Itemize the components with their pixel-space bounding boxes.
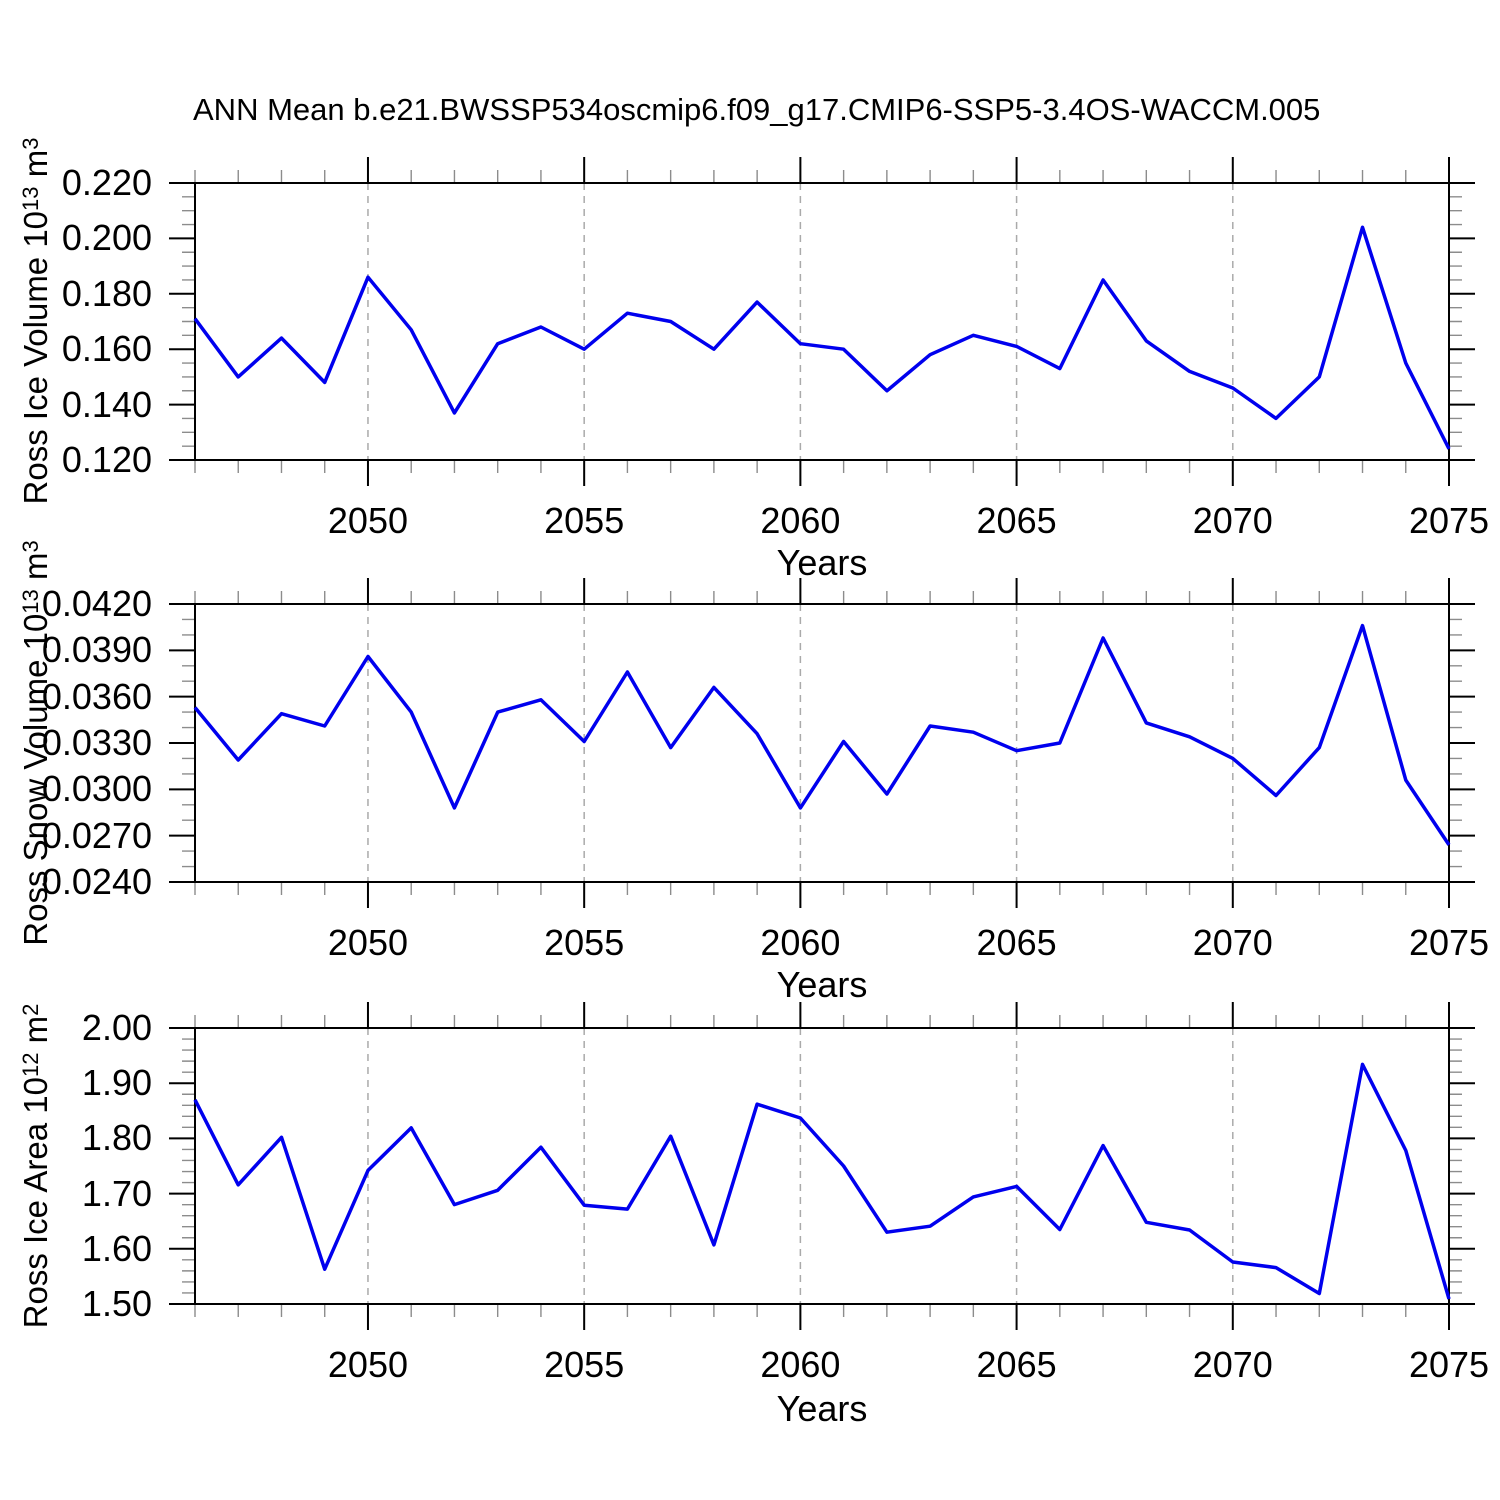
panel3-ytick-label: 1.90 [81,1062,152,1104]
panel1-major-ticks [169,157,1475,486]
panel2-xtick-label: 2065 [976,922,1057,963]
ylabel-unit-exponent: 3 [18,540,43,553]
panel2-ytick-label: 0.0240 [41,861,152,902]
panel3-ytick-label: 1.60 [81,1227,152,1269]
panel2-data-line [193,623,1451,846]
panel1-data-line [193,225,1451,450]
panel3-major-ticks [169,1002,1475,1330]
panel2-xtick-label: 2070 [1192,922,1273,963]
panel1-ytick-label: 0.220 [61,162,152,203]
panel1-frame [194,182,1450,461]
panel1-ytick-label: 0.120 [61,439,152,480]
ylabel-unit-exponent: 3 [18,137,43,150]
panel2-ytick-label: 0.0420 [41,583,152,624]
panel1-gridlines [367,183,1234,460]
panel3-ytick-label: 1.50 [81,1283,152,1324]
panel2-ytick-label: 0.0360 [41,675,152,717]
panel3-ytick-label: 1.80 [81,1117,152,1159]
panel1-xtick-label: 2050 [327,500,408,541]
chart-title: ANN Mean b.e21.BWSSP534oscmip6.f09_g17.C… [193,92,1321,127]
panel2-xtick-label: 2050 [327,922,408,963]
panel2-ytick-label: 0.0390 [41,629,152,671]
panel1-xtick-label: 2065 [976,500,1057,541]
panel3-xtick-label: 2065 [976,1344,1057,1385]
panel2-xtick-label: 2075 [1408,922,1490,963]
panel1-ytick-label: 0.180 [61,272,152,314]
y-axis-label-ice-area: Ross Ice Area 1012 m2 [17,1004,55,1329]
panel1-minor-ticks [182,170,1462,473]
panel2-xtick-label: 2060 [760,922,841,963]
x-axis-title-panel3: Years [776,1388,868,1429]
panel3-ytick-label: 1.70 [81,1172,152,1214]
panel3-xtick-label: 2075 [1408,1344,1490,1385]
x-axis-title-panel2: Years [776,964,868,1005]
panel1-xtick-label: 2060 [760,500,841,541]
panel2-ytick-label: 0.0270 [41,814,152,856]
panel3-gridlines [367,1028,1234,1304]
panel2-ytick-label: 0.0330 [41,722,152,763]
panel1-ytick-label: 0.140 [61,383,152,425]
panel2-minor-ticks [182,591,1462,895]
panel1-ytick-label: 0.160 [61,328,152,370]
panel1-xtick-label: 2055 [544,500,625,541]
x-axis-title-panel1: Years [776,542,868,583]
panel2-xtick-label: 2055 [544,922,625,963]
panel3-xtick-label: 2060 [760,1344,841,1385]
panel3-data-line [193,1062,1451,1300]
panel3-ytick-label: 2.00 [81,1007,152,1048]
panel2-ytick-label: 0.0300 [41,768,152,810]
panel1-ytick-label: 0.200 [61,217,152,259]
panel3-minor-ticks [182,1015,1462,1317]
panel2-major-ticks [169,578,1475,908]
panel2-frame [194,603,1450,883]
panel2-gridlines [367,604,1234,882]
panel3-xtick-label: 2055 [544,1344,625,1385]
panel3-xtick-label: 2070 [1192,1344,1273,1385]
panel1-xtick-label: 2075 [1408,500,1490,541]
panel3-frame [194,1027,1450,1305]
panel1-xtick-label: 2070 [1192,500,1273,541]
panel3-xtick-label: 2050 [327,1344,408,1385]
